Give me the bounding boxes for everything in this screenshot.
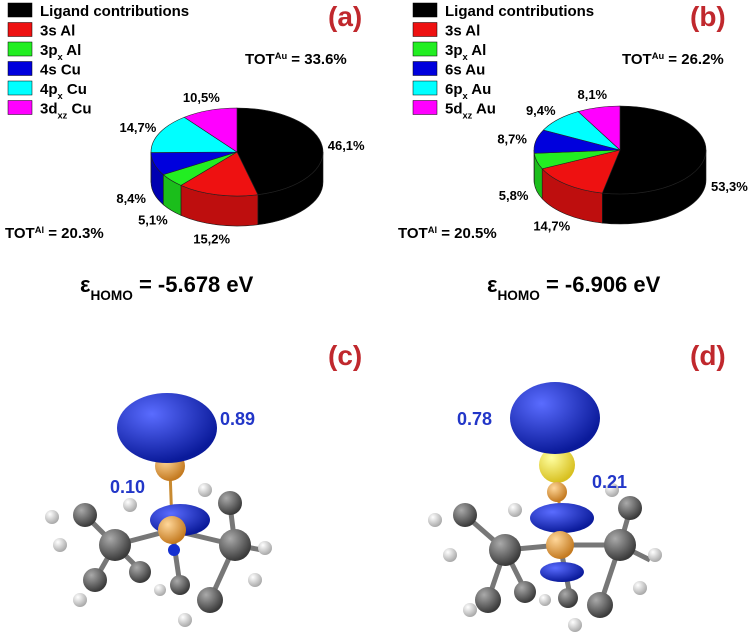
legend-swatch xyxy=(8,101,32,115)
annotation-part: TOT xyxy=(5,225,35,242)
annotation-part: Al xyxy=(35,225,44,235)
legend-label: 3dxz Cu xyxy=(40,101,92,121)
legend-label-part: Ligand contributions xyxy=(445,3,594,20)
panel-letter: (c) xyxy=(328,340,362,371)
annotation-part: Al xyxy=(428,225,437,235)
data-label: 46,1% xyxy=(328,138,365,153)
data-label: 8,1% xyxy=(577,87,607,102)
legend-label: 3s Al xyxy=(40,23,75,40)
legend-label-part: Al xyxy=(468,42,487,59)
legend-label-part: Al xyxy=(63,42,82,59)
charge-label: 0.21 xyxy=(592,472,627,492)
legend-label: 3px Al xyxy=(445,42,486,62)
legend-label-part: Cu xyxy=(63,81,87,98)
legend-label-part: 4p xyxy=(40,81,58,98)
data-label: 8,7% xyxy=(497,132,527,147)
panel-letter: (a) xyxy=(328,1,362,32)
legend-label-part: Cu xyxy=(67,101,91,118)
data-label: 14,7% xyxy=(119,120,156,135)
annotation-part: TOT xyxy=(398,225,428,242)
data-label: 5,8% xyxy=(499,188,529,203)
legend-label-part: xz xyxy=(463,111,473,121)
legend-swatch xyxy=(8,81,32,95)
legend-label-part: xz xyxy=(58,111,68,121)
legend-label-part: Ligand contributions xyxy=(40,3,189,20)
annotation-part: = 20.5% xyxy=(437,225,497,242)
annotation-part: = 33.6% xyxy=(287,51,347,68)
legend-label-part: Au xyxy=(468,81,492,98)
legend-label: 6px Au xyxy=(445,81,491,101)
homo-energy-part: = -6.906 eV xyxy=(540,272,661,297)
homo-energy-part: HOMO xyxy=(90,288,133,303)
legend-label-part: 3p xyxy=(40,42,58,59)
legend-label-part: Au xyxy=(472,101,496,118)
data-label: 53,3% xyxy=(711,179,748,194)
legend-swatch xyxy=(8,62,32,76)
legend-label-part: 3s Al xyxy=(445,23,480,40)
annotation-part: = 20.3% xyxy=(44,225,104,242)
legend-label-part: 6s Au xyxy=(445,62,485,79)
data-label: 5,1% xyxy=(138,212,168,227)
legend-label: 6s Au xyxy=(445,62,485,79)
legend-label: 4px Cu xyxy=(40,81,87,101)
annotation-part: TOT xyxy=(622,51,652,68)
annotation: TOTAl = 20.5% xyxy=(398,225,497,242)
legend-label: 3px Al xyxy=(40,42,81,62)
legend-label-part: 3p xyxy=(445,42,463,59)
data-label: 14,7% xyxy=(533,218,570,233)
legend-swatch xyxy=(8,42,32,56)
legend-label-part: 3s Al xyxy=(40,23,75,40)
homo-energy-part: HOMO xyxy=(497,288,540,303)
annotation-part: = 26.2% xyxy=(664,51,724,68)
legend-label: 3s Al xyxy=(445,23,480,40)
annotation: TOTAu = 26.2% xyxy=(622,51,724,68)
homo-energy-part: ε xyxy=(487,272,498,297)
legend-label-part: 6p xyxy=(445,81,463,98)
legend-swatch xyxy=(8,23,32,37)
legend-swatch xyxy=(413,23,437,37)
legend-label: Ligand contributions xyxy=(445,3,594,20)
homo-energy-part: ε xyxy=(80,272,91,297)
annotation: TOTAl = 20.3% xyxy=(5,225,104,242)
panel-letter: (b) xyxy=(690,1,726,32)
legend-label-part: 5d xyxy=(445,101,463,118)
legend-swatch xyxy=(413,42,437,56)
legend-swatch xyxy=(413,3,437,17)
legend-label: 4s Cu xyxy=(40,62,81,79)
homo-energy: εHOMO = -5.678 eV xyxy=(80,272,254,303)
legend-swatch xyxy=(413,101,437,115)
data-label: 8,4% xyxy=(116,191,146,206)
legend-label-part: 4s Cu xyxy=(40,62,81,79)
legend-swatch xyxy=(8,3,32,17)
panel-letter: (d) xyxy=(690,340,726,371)
annotation-part: Au xyxy=(275,51,288,61)
annotation: TOTAu = 33.6% xyxy=(245,51,347,68)
legend-label: Ligand contributions xyxy=(40,3,189,20)
legend-label: 5dxz Au xyxy=(445,101,496,121)
homo-energy-part: = -5.678 eV xyxy=(133,272,254,297)
legend-label-part: 3d xyxy=(40,101,58,118)
annotation-part: TOT xyxy=(245,51,275,68)
charge-label: 0.10 xyxy=(110,477,145,497)
annotation-part: Au xyxy=(652,51,665,61)
data-label: 9,4% xyxy=(526,103,556,118)
data-label: 10,5% xyxy=(183,90,220,105)
legend-swatch xyxy=(413,81,437,95)
homo-energy: εHOMO = -6.906 eV xyxy=(487,272,661,303)
data-label: 15,2% xyxy=(193,231,230,246)
charge-label: 0.89 xyxy=(220,409,255,429)
legend-swatch xyxy=(413,62,437,76)
charge-label: 0.78 xyxy=(457,409,492,429)
